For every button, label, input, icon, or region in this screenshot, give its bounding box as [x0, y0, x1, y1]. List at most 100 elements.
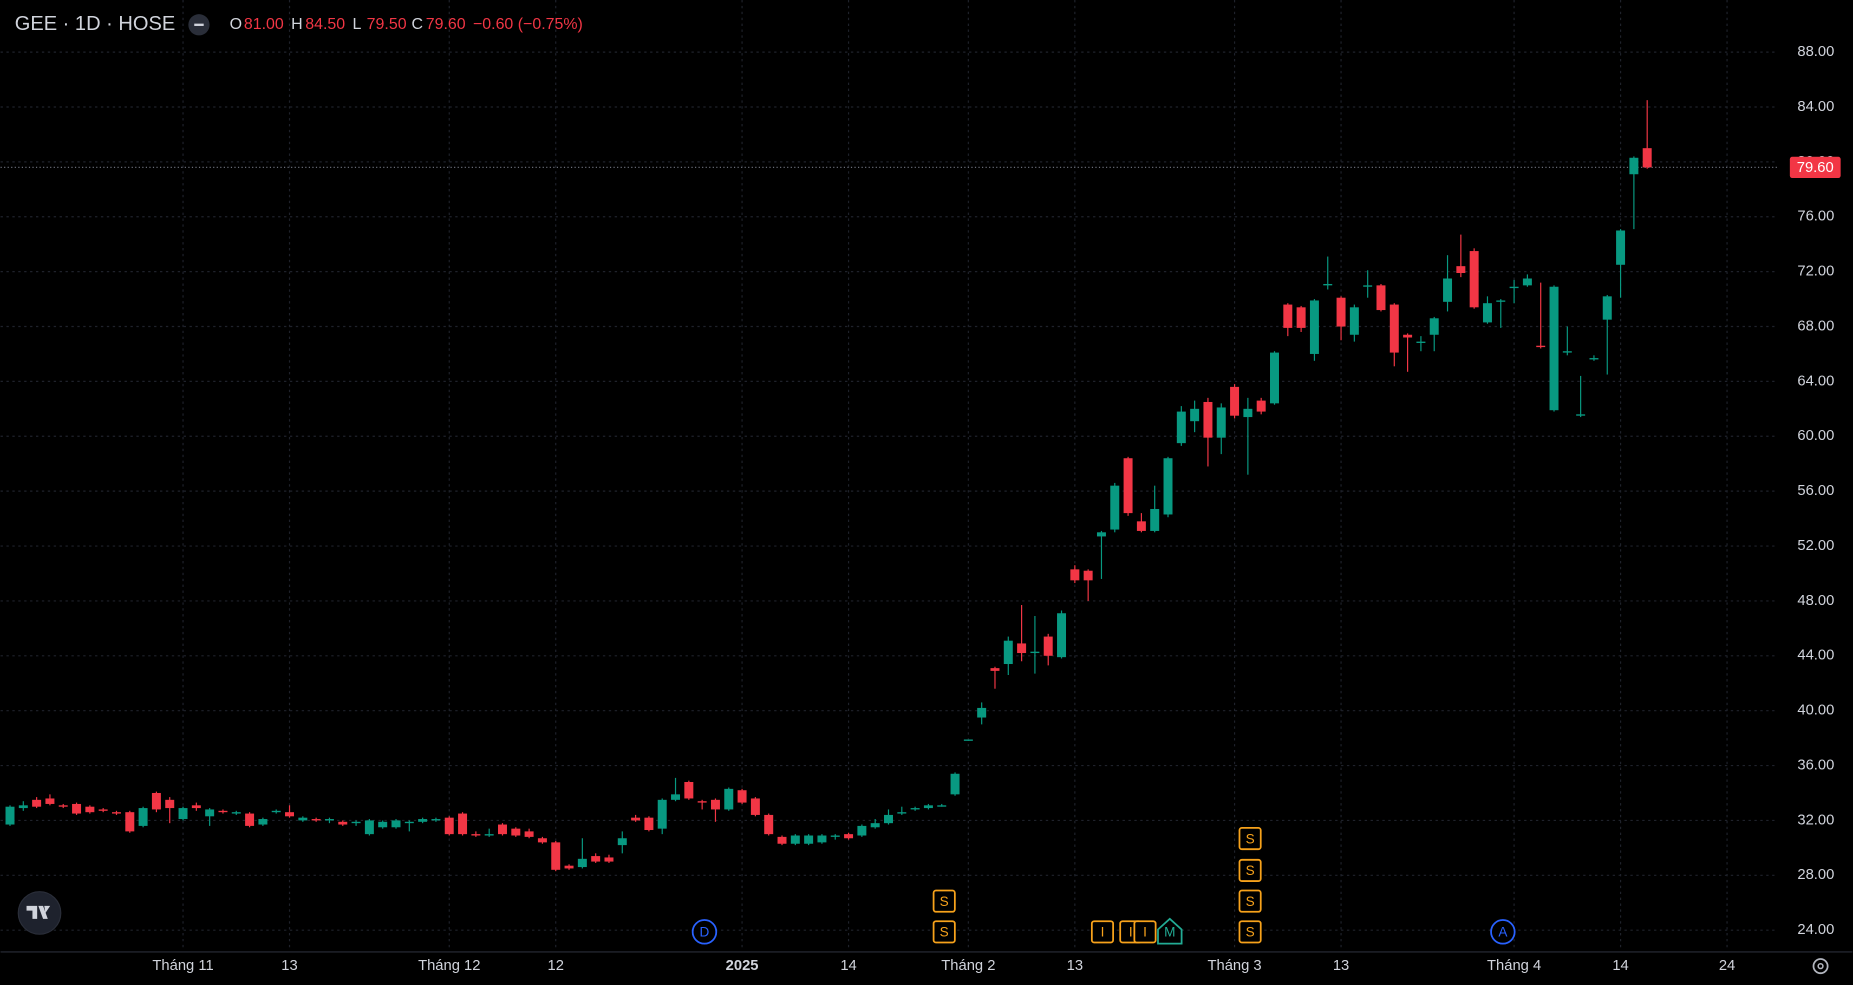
candle-body — [910, 808, 920, 810]
candle-body — [245, 813, 255, 826]
candle-body — [1629, 157, 1639, 175]
legend-value: 84.50 — [305, 16, 345, 33]
candle-body — [1043, 636, 1053, 656]
candle-body — [844, 834, 854, 839]
candle-body — [604, 857, 614, 862]
candle-body — [617, 838, 627, 846]
candle-body — [857, 825, 867, 836]
candle-body — [804, 835, 814, 844]
x-tick-label: Tháng 12 — [418, 958, 480, 974]
event-badge[interactable]: S — [1238, 920, 1262, 944]
y-tick-label: 32.00 — [1797, 812, 1834, 828]
candle-body — [1389, 304, 1399, 353]
x-tick-label: 13 — [1333, 958, 1349, 974]
candle-body — [1296, 307, 1306, 328]
candle-body — [777, 836, 787, 844]
event-label: S — [1246, 831, 1255, 846]
candle-body — [1562, 351, 1572, 353]
event-square — [932, 889, 956, 913]
event-badge[interactable]: D — [691, 919, 718, 945]
event-label: S — [940, 925, 949, 940]
candle-body — [1017, 643, 1027, 654]
candle-body — [1230, 386, 1240, 416]
candle-body — [1216, 407, 1226, 438]
candle-body — [1096, 532, 1106, 537]
x-tick-label: 14 — [1612, 958, 1628, 974]
event-badge[interactable]: S — [1238, 827, 1262, 851]
candle-body — [1176, 411, 1186, 444]
candle-body — [750, 798, 760, 815]
legend-value: 79.60 — [426, 16, 466, 33]
candle-body — [1416, 341, 1426, 343]
candle-body — [671, 794, 681, 800]
event-badge[interactable]: I — [1090, 920, 1114, 944]
logo-badge — [17, 891, 62, 935]
candle-body — [537, 838, 547, 843]
event-badge[interactable]: S — [932, 920, 956, 944]
candle-body — [258, 819, 268, 825]
legend-key: C — [412, 16, 424, 33]
candle-body — [684, 782, 694, 799]
candle-body — [1243, 408, 1253, 418]
event-badge[interactable]: M — [1157, 917, 1183, 945]
event-circle — [1490, 919, 1516, 945]
candle-body — [151, 792, 161, 810]
candle-body — [85, 806, 95, 813]
candle-body — [884, 814, 893, 824]
y-tick-label: 84.00 — [1797, 99, 1834, 115]
y-tick-label: 40.00 — [1797, 703, 1834, 719]
candle-body — [1163, 458, 1173, 515]
candle-body — [511, 828, 521, 836]
event-house — [1157, 917, 1183, 945]
candle-body — [737, 790, 747, 803]
last-price-label: 79.60 — [1797, 160, 1834, 176]
event-badge[interactable]: S — [1238, 858, 1262, 882]
candle-body — [271, 810, 281, 813]
candle-body — [1589, 358, 1599, 360]
candle-body — [790, 835, 800, 844]
legend-key: L — [353, 16, 362, 33]
event-badge[interactable]: A — [1490, 919, 1516, 945]
settings-button[interactable] — [1812, 958, 1829, 975]
candle-body — [1070, 569, 1080, 581]
candle-body — [231, 812, 241, 814]
event-square — [932, 920, 956, 944]
candle-body — [404, 821, 414, 824]
candle-body — [1309, 300, 1319, 354]
logo[interactable] — [17, 891, 62, 935]
candle-body — [1496, 300, 1506, 302]
candle-body — [165, 799, 175, 809]
candle-body — [1203, 401, 1213, 438]
candle-body — [498, 824, 507, 835]
candle-body — [1429, 318, 1439, 335]
candle-body — [657, 799, 667, 829]
y-tick-label: 72.00 — [1797, 264, 1834, 280]
candle-body — [1323, 283, 1333, 286]
candle-body — [1136, 521, 1146, 531]
candle-body — [817, 835, 827, 843]
logo-glyph — [26, 905, 51, 919]
x-tick-label: Tháng 3 — [1208, 958, 1262, 974]
y-tick-label: 64.00 — [1797, 373, 1834, 389]
candle-body — [1190, 408, 1200, 422]
candle-body — [1443, 278, 1453, 302]
candle-body — [897, 812, 907, 814]
candle-body — [1576, 414, 1586, 416]
candle-body — [963, 739, 973, 741]
candle-body — [1030, 651, 1040, 654]
candle-body — [58, 805, 68, 807]
candle-body — [285, 812, 295, 817]
candle-body — [324, 819, 334, 821]
x-tick-label: 13 — [281, 958, 297, 974]
event-label: I — [1129, 925, 1133, 940]
event-badge[interactable]: S — [1238, 889, 1262, 913]
candle-body — [391, 820, 401, 828]
event-square — [1090, 920, 1114, 944]
candle-body — [111, 812, 121, 814]
candle-body — [178, 808, 188, 820]
event-badge[interactable]: S — [932, 889, 956, 913]
event-label: S — [1246, 863, 1255, 878]
event-label: A — [1498, 925, 1508, 940]
event-badge[interactable]: I — [1133, 920, 1157, 944]
